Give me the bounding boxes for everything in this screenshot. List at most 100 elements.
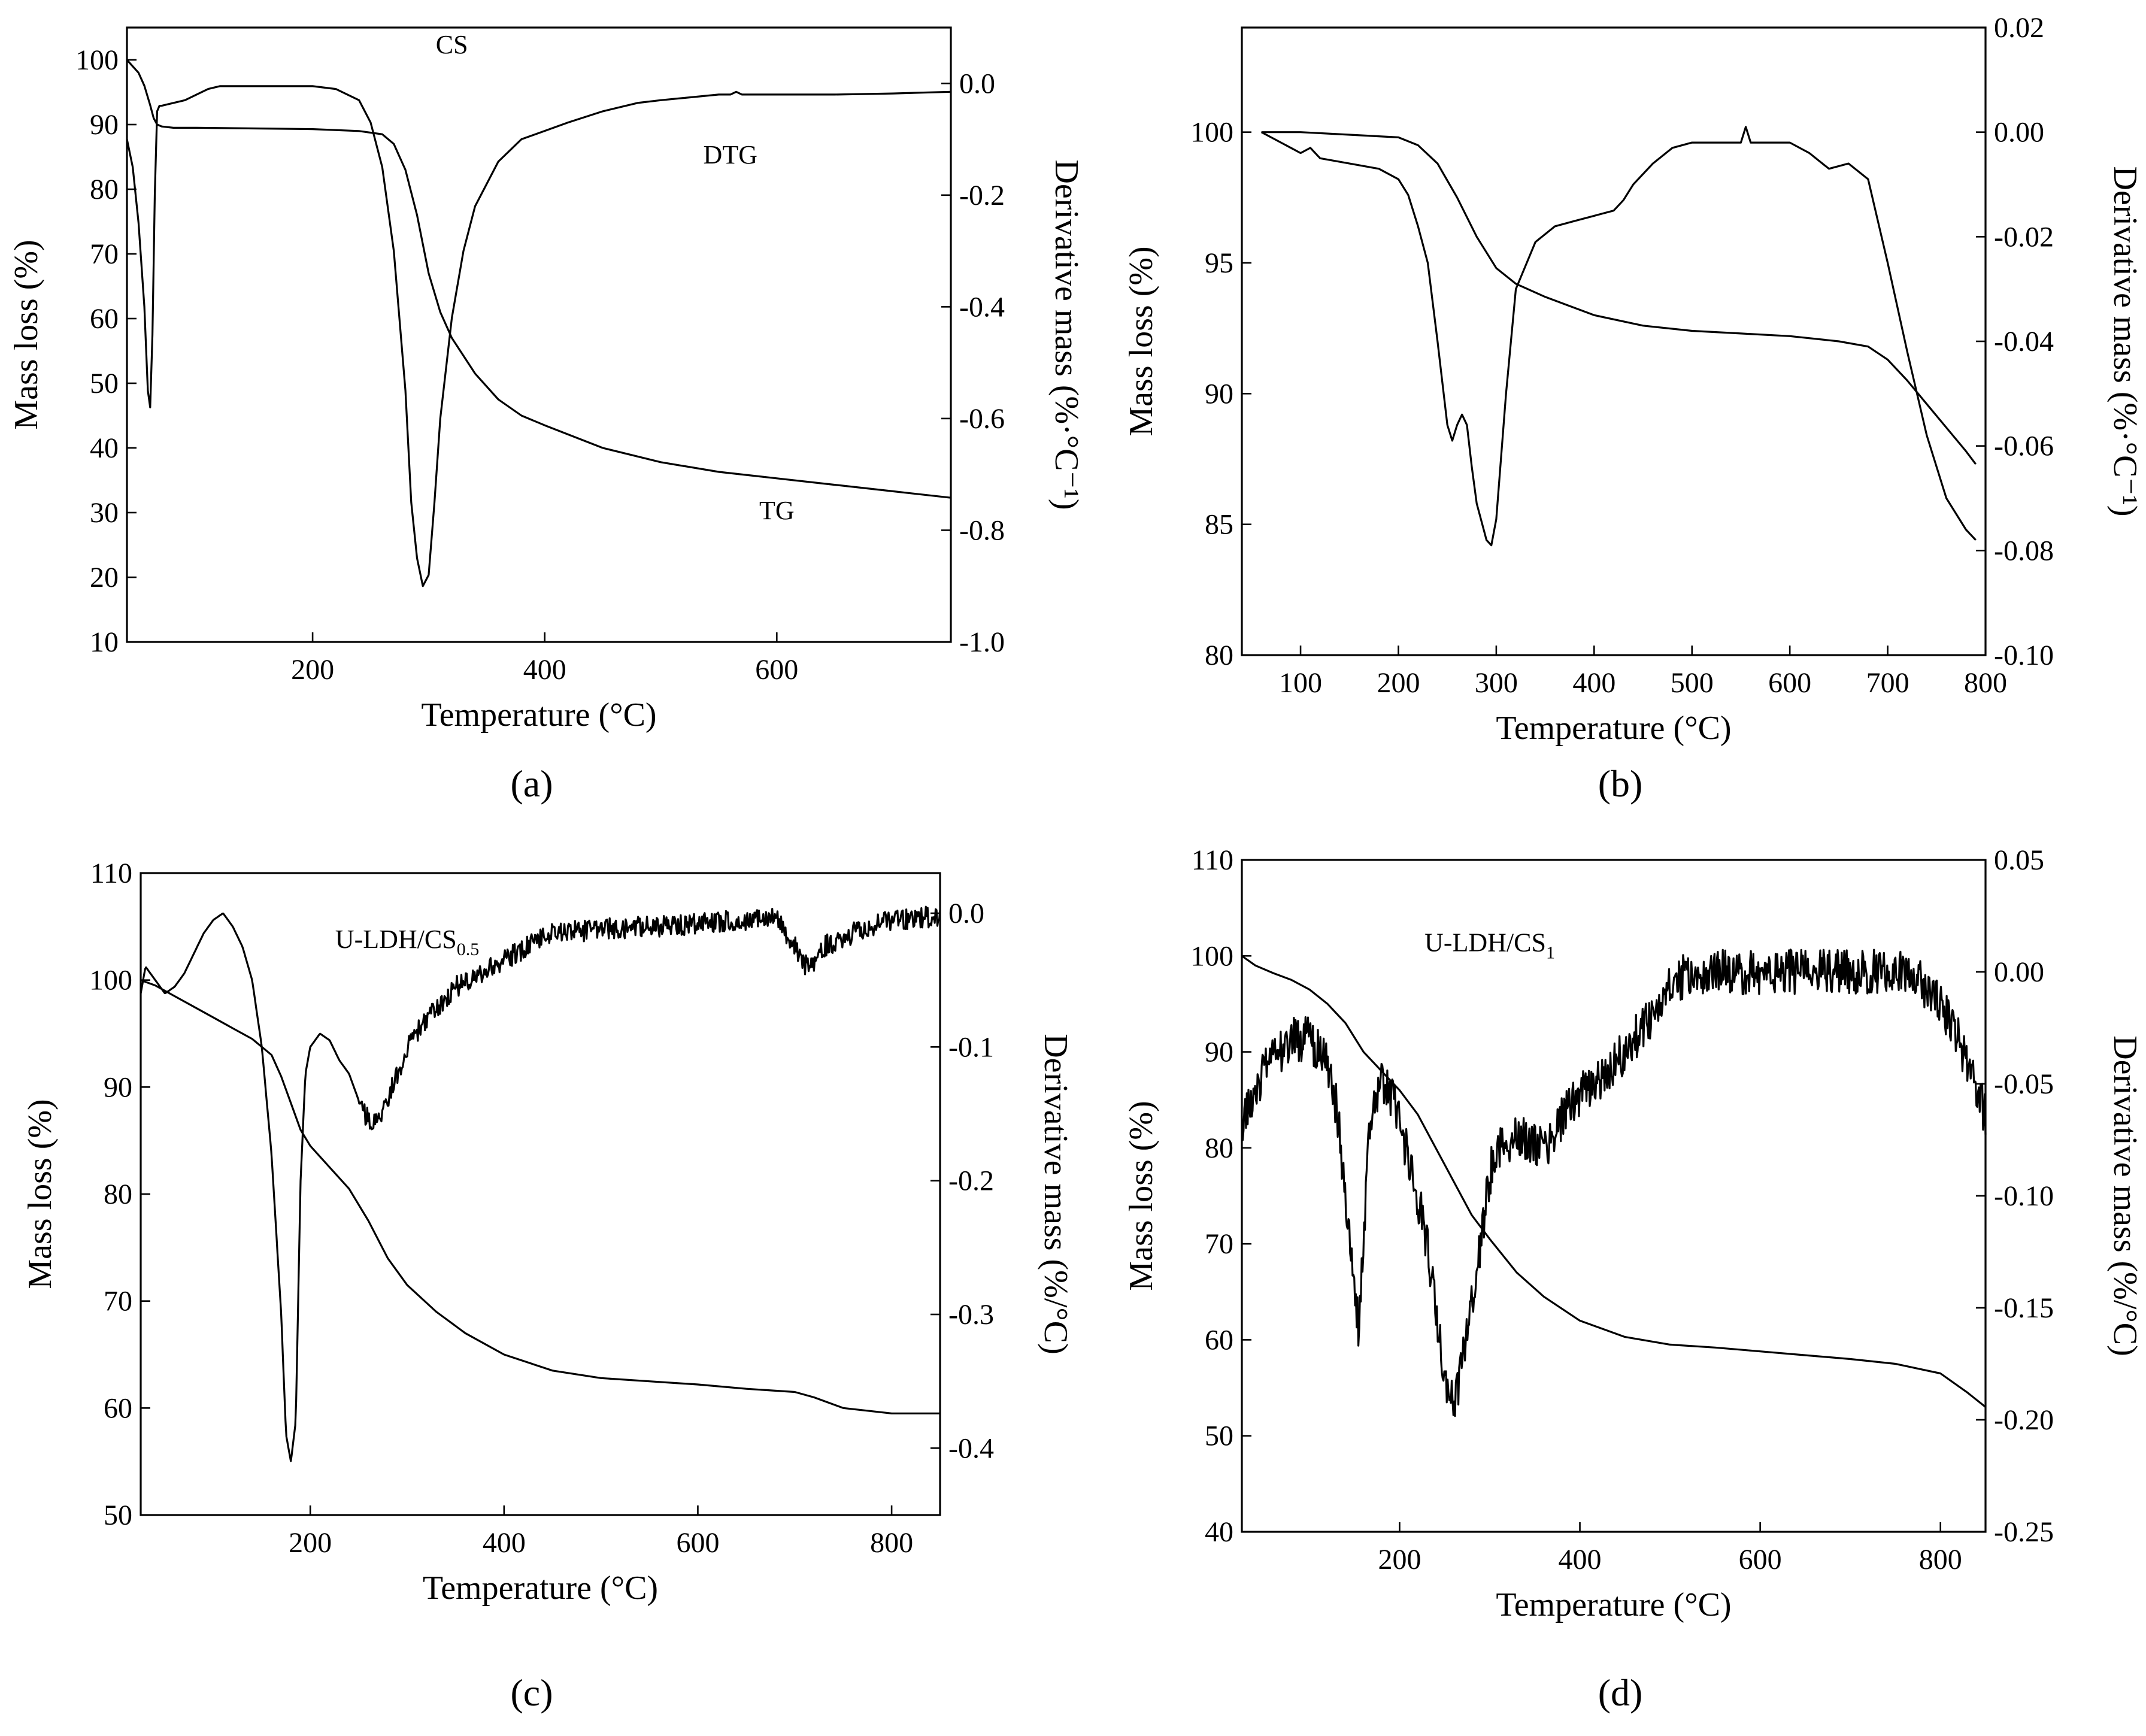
- y-right-axis-title: Derivative mass (%·°C⁻¹): [1048, 159, 1085, 510]
- y-left-tick-label: 80: [1205, 1132, 1233, 1164]
- y-left-tick-label: 80: [104, 1178, 132, 1210]
- x-tick-label: 400: [1559, 1544, 1602, 1576]
- x-tick-label: 700: [1866, 667, 1909, 699]
- x-axis-title: Temperature (°C): [1496, 710, 1731, 747]
- y-right-tick-label: -0.2: [948, 1165, 994, 1197]
- y-right-tick-label: 0.02: [1994, 12, 2044, 44]
- series-tg-line: [1261, 131, 1977, 465]
- y-left-tick-label: 90: [90, 109, 119, 141]
- x-tick-label: 400: [1572, 667, 1615, 699]
- y-left-tick-label: 50: [90, 368, 119, 399]
- x-tick-label: 200: [1377, 667, 1420, 699]
- y-left-axis-title: Mass loss (%): [8, 240, 45, 429]
- annotation: CS: [436, 30, 468, 59]
- y-right-tick-label: -0.4: [948, 1432, 994, 1464]
- series-dtg-line: [126, 85, 951, 587]
- y-right-tick-label: 0.00: [1994, 117, 2044, 149]
- panel-c: 200 400 600 800 50 60 70 80 90 100 110 -0.4 -0.3 -0.2…: [22, 858, 1074, 1714]
- y-left-axis-title: Mass loss (%): [1123, 246, 1160, 436]
- y-left-tick-label: 70: [90, 238, 119, 270]
- y-right-tick-label: -0.3: [948, 1299, 994, 1331]
- y-left-tick-label: 90: [1205, 1037, 1233, 1068]
- y-right-tick-label: -0.06: [1994, 431, 2054, 462]
- x-axis-title: Temperature (°C): [423, 1570, 658, 1607]
- y-right-tick-label: -0.04: [1994, 326, 2054, 357]
- panel-label: (d): [1598, 1671, 1643, 1714]
- y-left-tick-label: 90: [104, 1071, 132, 1103]
- panel-label: (a): [510, 762, 553, 805]
- y-right-tick-label: -0.10: [1994, 640, 2054, 671]
- y-right-tick-label: 0.00: [1994, 956, 2044, 988]
- y-left-tick-label: 60: [1205, 1324, 1233, 1356]
- y-left-tick-label: 10: [90, 626, 119, 658]
- y-right-tick-label: -0.08: [1994, 535, 2054, 566]
- y-left-tick-label: 110: [90, 858, 132, 889]
- panel-d: 200 400 600 800 40 50 60 70 80 90 100 110 -0.25 -0.20…: [1123, 844, 2144, 1714]
- y-left-tick-label: 50: [104, 1499, 132, 1531]
- annotation: U-LDH/CS1: [1424, 928, 1555, 962]
- y-right-tick-label: -0.8: [959, 514, 1005, 546]
- y-left-tick-label: 80: [90, 174, 119, 205]
- x-axis-title: Temperature (°C): [421, 696, 656, 734]
- x-tick-label: 400: [523, 654, 566, 686]
- x-tick-label: 200: [1378, 1544, 1421, 1576]
- y-left-tick-label: 40: [90, 432, 119, 464]
- y-right-tick-label: -0.1: [948, 1031, 994, 1063]
- x-tick-label: 600: [1768, 667, 1811, 699]
- y-left-tick-label: 40: [1205, 1516, 1233, 1548]
- y-right-tick-label: -0.2: [959, 180, 1005, 211]
- x-tick-label: 600: [676, 1527, 719, 1559]
- x-tick-label: 600: [1739, 1544, 1782, 1576]
- y-left-tick-label: 100: [1190, 940, 1233, 972]
- series-tg-line: [140, 979, 940, 1414]
- y-right-tick-label: 0.0: [959, 68, 995, 99]
- y-left-tick-label: 20: [90, 562, 119, 593]
- x-tick-label: 100: [1279, 667, 1322, 699]
- series-dtg-line: [1241, 949, 1987, 1417]
- y-right-tick-label: -0.4: [959, 291, 1005, 323]
- x-tick-label: 300: [1475, 667, 1518, 699]
- y-right-tick-label: -0.6: [959, 403, 1005, 435]
- y-left-tick-label: 60: [104, 1392, 132, 1424]
- y-left-tick-label: 85: [1205, 509, 1233, 541]
- y-left-tick-label: 70: [104, 1286, 132, 1317]
- y-left-tick-label: 100: [75, 44, 119, 76]
- plot-frame: [1241, 26, 1987, 656]
- y-left-tick-label: 60: [90, 303, 119, 335]
- x-tick-label: 800: [1919, 1544, 1962, 1576]
- plot-frame: [126, 26, 952, 643]
- y-left-tick-label: 70: [1205, 1228, 1233, 1260]
- y-right-tick-label: -0.20: [1994, 1404, 2054, 1436]
- y-right-axis-title: Derivative mass (%/°C): [2106, 1035, 2144, 1356]
- x-axis-title: Temperature (°C): [1496, 1586, 1731, 1623]
- panel-a: 200 400 600 10 20 30 40 50 60 70 80 90 100 -1.0 -0.8 -0…: [8, 26, 1085, 805]
- series-dtg-line: [140, 905, 941, 1462]
- y-right-tick-label: -0.25: [1994, 1516, 2054, 1548]
- x-tick-label: 600: [755, 654, 798, 686]
- y-right-axis-title: Derivative mass (%·°C⁻¹): [2106, 166, 2144, 516]
- y-left-tick-label: 50: [1205, 1420, 1233, 1452]
- y-right-tick-label: -1.0: [959, 626, 1005, 658]
- panel-label: (b): [1598, 762, 1643, 805]
- y-left-axis-title: Mass loss (%): [1123, 1101, 1160, 1290]
- y-right-tick-label: -0.15: [1994, 1292, 2054, 1324]
- y-left-tick-label: 80: [1205, 640, 1233, 671]
- y-right-tick-label: 0.05: [1994, 844, 2044, 876]
- annotation: U-LDH/CS0.5: [335, 925, 479, 959]
- series-tg-line: [1241, 955, 1986, 1408]
- annotation: TG: [759, 496, 795, 525]
- x-tick-label: 200: [291, 654, 334, 686]
- y-right-tick-label: -0.02: [1994, 221, 2054, 253]
- y-left-axis-title: Mass loss (%): [22, 1099, 59, 1289]
- y-right-tick-label: 0.0: [948, 898, 984, 929]
- x-tick-label: 800: [870, 1527, 913, 1559]
- panel-b: 100 200 300 400 500 600 700 800 80 85 90 95 100 -0.10…: [1123, 12, 2144, 805]
- series-dtg-line: [1260, 126, 1977, 547]
- y-left-tick-label: 100: [89, 965, 132, 996]
- y-left-tick-label: 110: [1192, 844, 1233, 876]
- y-right-tick-label: -0.05: [1994, 1068, 2054, 1100]
- x-tick-label: 400: [483, 1527, 526, 1559]
- x-tick-label: 500: [1671, 667, 1714, 699]
- panel-label: (c): [510, 1671, 553, 1714]
